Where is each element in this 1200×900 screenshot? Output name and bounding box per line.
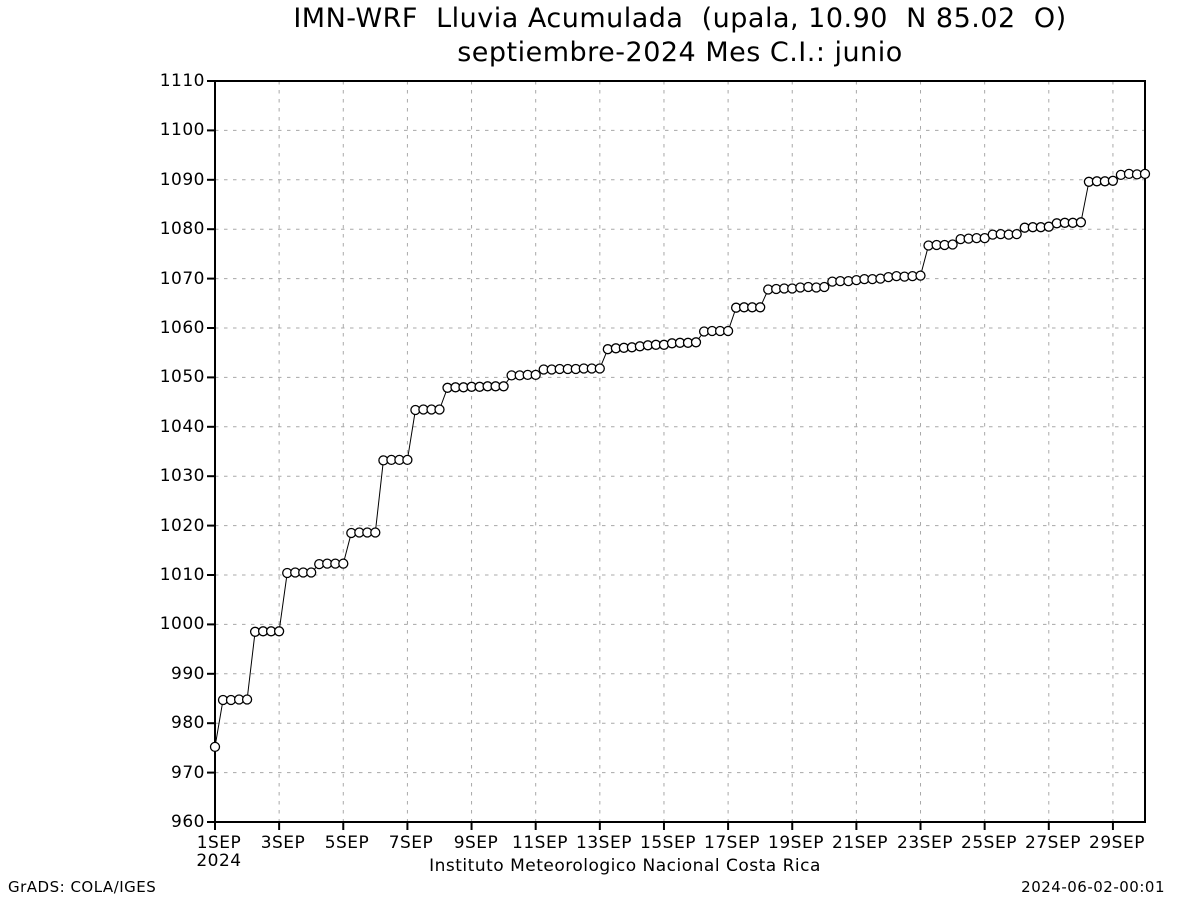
data-point-marker xyxy=(306,567,317,578)
data-point-marker xyxy=(690,337,702,348)
data-point-marker xyxy=(1139,168,1151,180)
y-axis-label: 1030 xyxy=(159,466,205,486)
y-axis-label: 1000 xyxy=(159,614,205,634)
x-axis-label: 11SEP xyxy=(512,833,568,853)
data-point-marker xyxy=(1075,217,1087,228)
data-point-marker xyxy=(370,527,381,538)
y-axis-label: 970 xyxy=(171,763,205,783)
y-axis-label: 1090 xyxy=(159,170,205,190)
chart-title-line2: septiembre-2024 Mes C.I.: junio xyxy=(457,37,903,68)
x-axis-label: 27SEP xyxy=(1025,833,1081,853)
x-axis-label: 7SEP xyxy=(388,833,434,853)
data-point-marker xyxy=(498,381,509,392)
y-axis-label: 1020 xyxy=(159,516,205,536)
data-point-marker xyxy=(338,558,349,569)
grads-credit: GrADS: COLA/IGES xyxy=(8,878,157,896)
rainfall-line xyxy=(214,173,1146,747)
x-axis-label: 19SEP xyxy=(768,833,824,853)
plot-frame xyxy=(214,80,1146,823)
x-axis-label: 13SEP xyxy=(576,833,632,853)
y-axis-label: 960 xyxy=(171,812,205,832)
y-axis-label: 1110 xyxy=(159,71,205,91)
y-axis-label: 980 xyxy=(171,713,205,733)
year-label: 2024 xyxy=(196,851,242,871)
y-axis-label: 1060 xyxy=(159,318,205,338)
chart-title-line1: IMN-WRF Lluvia Acumulada (upala, 10.90 N… xyxy=(293,3,1067,34)
y-axis-label: 1040 xyxy=(159,417,205,437)
x-axis-label: 5SEP xyxy=(324,833,370,853)
y-axis-label: 1080 xyxy=(159,219,205,239)
x-axis-label: 23SEP xyxy=(897,833,953,853)
data-point-marker xyxy=(947,239,958,250)
x-axis-label: 9SEP xyxy=(453,833,499,853)
y-axis-label: 1070 xyxy=(159,269,205,289)
data-point-marker xyxy=(209,741,221,753)
x-axis-label: 1SEP xyxy=(196,833,242,853)
data-point-marker xyxy=(402,454,413,466)
x-axis-label: 29SEP xyxy=(1089,833,1145,853)
timestamp: 2024-06-02-00:01 xyxy=(1021,878,1165,896)
y-axis-label: 1100 xyxy=(159,120,205,140)
data-point-marker xyxy=(530,369,541,381)
x-axis-label: 3SEP xyxy=(260,833,306,853)
x-axis-label: 21SEP xyxy=(832,833,888,853)
data-point-marker xyxy=(1107,175,1119,186)
data-point-marker xyxy=(1011,228,1022,240)
data-point-marker xyxy=(722,325,734,337)
data-point-marker xyxy=(594,363,605,374)
data-point-marker xyxy=(755,302,766,313)
data-point-marker xyxy=(915,270,926,281)
y-axis-label: 1050 xyxy=(159,367,205,387)
x-axis-caption: Instituto Meteorologico Nacional Costa R… xyxy=(429,856,821,876)
data-point-marker xyxy=(273,626,285,637)
data-point-marker xyxy=(241,694,253,705)
x-axis-label: 17SEP xyxy=(704,833,760,853)
y-axis-label: 990 xyxy=(171,664,205,684)
data-point-marker xyxy=(434,404,445,415)
y-axis-label: 1010 xyxy=(159,565,205,585)
data-point-marker xyxy=(819,281,830,293)
x-axis-label: 15SEP xyxy=(640,833,696,853)
x-axis-label: 25SEP xyxy=(961,833,1017,853)
